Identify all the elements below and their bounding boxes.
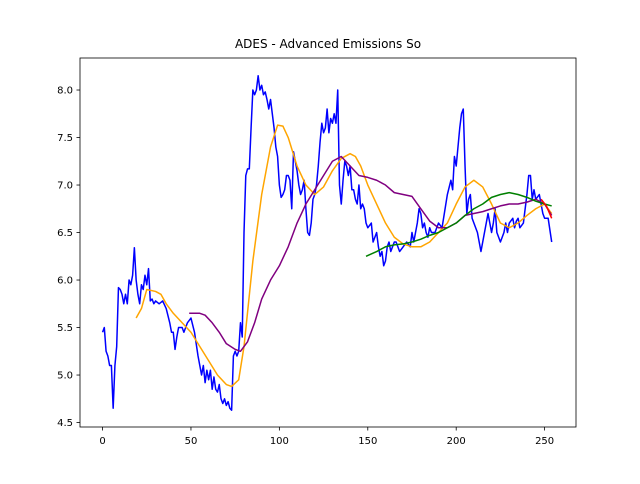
y-tick-label: 5.0 xyxy=(57,371,73,382)
y-tick-label: 6.0 xyxy=(57,276,73,287)
x-tick-label: 150 xyxy=(358,436,377,447)
y-tick-label: 7.0 xyxy=(57,181,73,192)
x-tick-label: 250 xyxy=(535,436,554,447)
y-tick-label: 7.5 xyxy=(57,133,73,144)
series-line xyxy=(189,155,553,353)
x-tick-label: 200 xyxy=(447,436,466,447)
x-tick-label: 0 xyxy=(99,436,105,447)
y-tick-label: 5.5 xyxy=(57,323,73,334)
series-line xyxy=(135,124,553,388)
y-tick-label: 6.5 xyxy=(57,228,73,239)
y-tick-label: 8.0 xyxy=(57,86,73,97)
y-tick-label: 4.5 xyxy=(57,418,73,429)
x-tick-label: 100 xyxy=(270,436,289,447)
plot-frame xyxy=(79,57,577,428)
series-line xyxy=(540,198,553,219)
series-line xyxy=(365,191,552,257)
series-line xyxy=(101,75,553,411)
chart-title: ADES - Advanced Emissions So xyxy=(235,37,421,51)
x-tick-label: 50 xyxy=(185,436,198,447)
